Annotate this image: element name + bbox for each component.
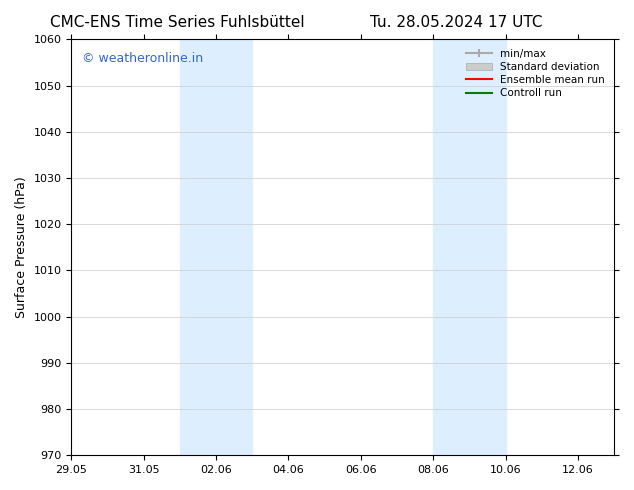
- Y-axis label: Surface Pressure (hPa): Surface Pressure (hPa): [15, 176, 28, 318]
- Text: CMC-ENS Time Series Fuhlsbüttel: CMC-ENS Time Series Fuhlsbüttel: [50, 15, 305, 30]
- Bar: [180, 40, 252, 455]
- Text: Tu. 28.05.2024 17 UTC: Tu. 28.05.2024 17 UTC: [370, 15, 543, 30]
- Legend: min/max, Standard deviation, Ensemble mean run, Controll run: min/max, Standard deviation, Ensemble me…: [462, 45, 609, 102]
- Bar: [433, 40, 505, 455]
- Text: © weatheronline.in: © weatheronline.in: [82, 52, 204, 65]
